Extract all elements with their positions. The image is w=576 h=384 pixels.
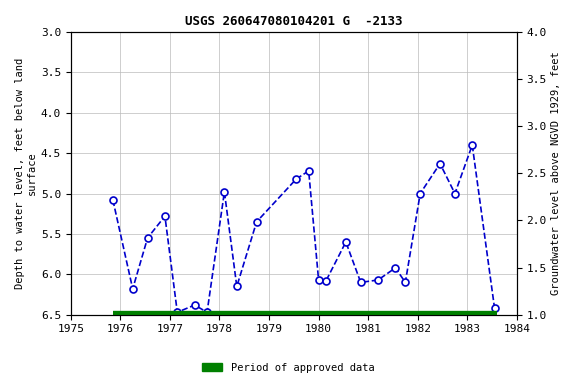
Y-axis label: Depth to water level, feet below land
surface: Depth to water level, feet below land su… [15, 58, 37, 289]
Title: USGS 260647080104201 G  -2133: USGS 260647080104201 G -2133 [185, 15, 403, 28]
Y-axis label: Groundwater level above NGVD 1929, feet: Groundwater level above NGVD 1929, feet [551, 51, 561, 295]
Legend: Period of approved data: Period of approved data [198, 359, 378, 377]
